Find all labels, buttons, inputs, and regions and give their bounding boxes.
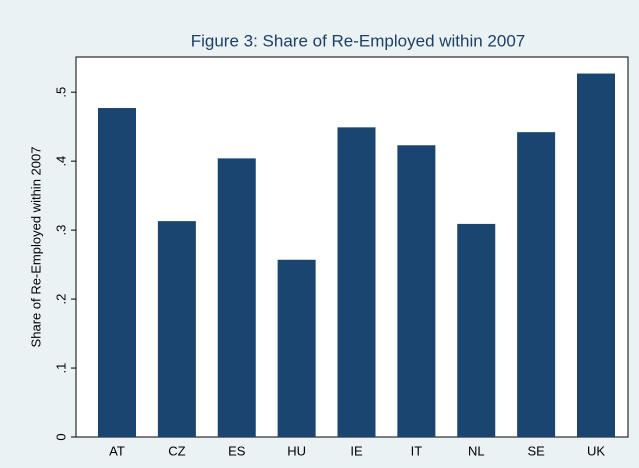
x-tick-label: NL	[468, 443, 485, 458]
x-tick-label: ES	[228, 443, 246, 458]
x-tick-label: UK	[587, 443, 605, 458]
bar	[217, 158, 256, 437]
y-tick-label: .4	[53, 156, 68, 167]
x-tick-label: IT	[411, 443, 423, 458]
x-tick-label: IE	[350, 443, 363, 458]
bar	[397, 145, 436, 437]
bar	[157, 221, 196, 437]
bar	[577, 73, 615, 437]
chart-title: Figure 3: Share of Re-Employed within 20…	[191, 31, 526, 50]
bar	[337, 127, 376, 438]
x-tick-label: AT	[109, 443, 125, 458]
x-tick-label: SE	[527, 443, 545, 458]
bar	[277, 259, 316, 437]
y-tick-label: 0	[53, 433, 68, 440]
y-tick-label: .2	[53, 294, 68, 305]
y-tick-label: .1	[53, 363, 68, 374]
y-tick-label: .5	[53, 87, 68, 98]
x-tick-label: CZ	[168, 443, 185, 458]
y-tick-label: .3	[53, 225, 68, 236]
x-tick-label: HU	[287, 443, 306, 458]
bar	[457, 223, 496, 437]
bar	[98, 108, 136, 437]
bar	[517, 132, 556, 437]
y-axis-label: Share of Re-Employed within 2007	[28, 147, 43, 348]
